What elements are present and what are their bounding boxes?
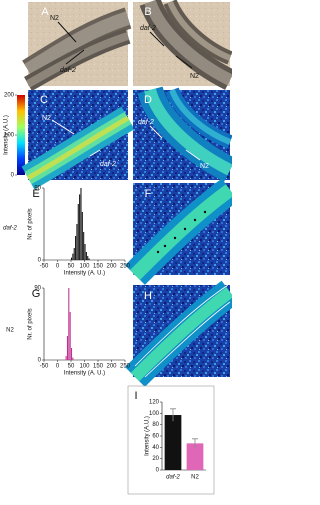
x-tick-label: N2 <box>191 475 199 481</box>
image-label: daf-2 <box>60 67 76 74</box>
colorbar-label: Intensity (A.U.) <box>4 115 10 155</box>
x-tick-label: 200 <box>106 364 117 370</box>
histogram-bar <box>77 204 79 260</box>
row-label: daf-2 <box>3 226 17 232</box>
histogram-bar <box>73 248 75 260</box>
x-tick-label: 250 <box>120 364 131 370</box>
x-tick-label: 250 <box>120 264 131 270</box>
y-tick-label: 120 <box>149 400 160 406</box>
image-label: daf-2 <box>138 119 154 126</box>
histogram-bar <box>79 194 81 260</box>
panel-letter: D <box>144 94 152 106</box>
colorbar-tick-label: 200 <box>4 93 15 99</box>
x-tick-label: 0 <box>56 264 60 270</box>
x-tick-label: 200 <box>106 264 117 270</box>
panel-letter: H <box>144 290 152 302</box>
heatmap-c: C N2 daf-2 <box>21 90 135 190</box>
x-tick-label: 50 <box>68 364 75 370</box>
y-tick-label: 0 <box>38 358 42 364</box>
histogram-bar <box>69 312 71 360</box>
histogram-bar <box>84 244 86 260</box>
histogram-bar <box>88 258 90 260</box>
histogram-bar <box>68 288 70 360</box>
y-tick-label: 100 <box>149 411 160 417</box>
image-label: daf-2 <box>100 161 116 168</box>
y-tick-label: 80 <box>152 422 159 428</box>
y-tick-label: 0 <box>156 468 160 474</box>
heatmap-d: D daf-2 N2 <box>133 85 236 182</box>
histogram-bar <box>71 257 73 260</box>
panel-letter: E <box>32 188 39 200</box>
image-label: N2 <box>42 115 51 122</box>
panel-letter: F <box>145 188 152 200</box>
micrograph-b: B daf-2 N2 <box>133 0 236 90</box>
y-tick-label: 60 <box>152 434 159 440</box>
histogram-bar <box>65 356 67 360</box>
heatmap-f: F <box>125 178 239 285</box>
panel-letter: A <box>41 6 49 18</box>
x-tick-label: 0 <box>56 364 60 370</box>
panel-letter: B <box>144 6 151 18</box>
bar <box>186 443 204 470</box>
heatmap-h: H <box>125 280 239 387</box>
y-axis-label: Nr. of pixels <box>28 208 34 239</box>
x-tick-label: 100 <box>79 364 90 370</box>
x-tick-label: daf-2 <box>166 475 180 481</box>
colorbar <box>17 95 25 175</box>
micrograph-a: A N2 daf-2 <box>22 2 132 91</box>
figure: A N2 daf-2 B daf-2 N2 Intensity (A.U.) C… <box>3 0 239 495</box>
error-bar <box>170 408 176 422</box>
panel-letter: C <box>40 94 48 106</box>
histogram-bar <box>71 348 73 360</box>
histogram-bar <box>72 253 74 260</box>
panel-letter: G <box>32 288 41 300</box>
histogram-bar <box>66 336 68 360</box>
histogram-bar <box>85 252 87 260</box>
y-tick-label: 40 <box>152 445 159 451</box>
histogram-bar <box>81 212 83 260</box>
x-axis-label: Intensity (A. U.) <box>64 271 105 277</box>
histogram-bar <box>72 357 74 360</box>
y-tick-label: 20 <box>152 456 159 462</box>
histogram-bar <box>83 232 85 260</box>
page: { "panel_letters": ["A", "B", "C", "D", … <box>3 0 239 495</box>
x-tick-label: -50 <box>40 264 49 270</box>
image-label: N2 <box>50 15 59 22</box>
image-label: N2 <box>190 73 199 80</box>
histogram-bar <box>87 256 89 260</box>
bar <box>164 415 182 470</box>
error-bar <box>192 438 198 448</box>
x-tick-label: 150 <box>93 264 104 270</box>
x-tick-label: 100 <box>79 264 90 270</box>
row-label: N2 <box>6 328 14 334</box>
image-label: daf-2 <box>140 25 156 32</box>
colorbar-tick-label: 0 <box>11 173 15 179</box>
histogram-bar <box>75 236 77 260</box>
x-tick-label: 150 <box>93 364 104 370</box>
y-axis-label: Intensity (A.U.) <box>145 416 151 456</box>
histogram-bar <box>80 188 82 260</box>
y-tick-label: 0 <box>38 258 42 264</box>
x-axis-label: Intensity (A. U.) <box>64 371 105 377</box>
colorbar-tick-label: 100 <box>4 133 15 139</box>
x-tick-label: -50 <box>40 364 49 370</box>
histogram-bar <box>76 224 78 260</box>
y-axis-label: Nr. of pixels <box>28 308 34 339</box>
y-tick-label: 90 <box>34 186 41 192</box>
panel-letter: I <box>134 390 137 402</box>
x-tick-label: 50 <box>68 264 75 270</box>
y-tick-label: 90 <box>34 286 41 292</box>
image-label: N2 <box>200 163 209 170</box>
